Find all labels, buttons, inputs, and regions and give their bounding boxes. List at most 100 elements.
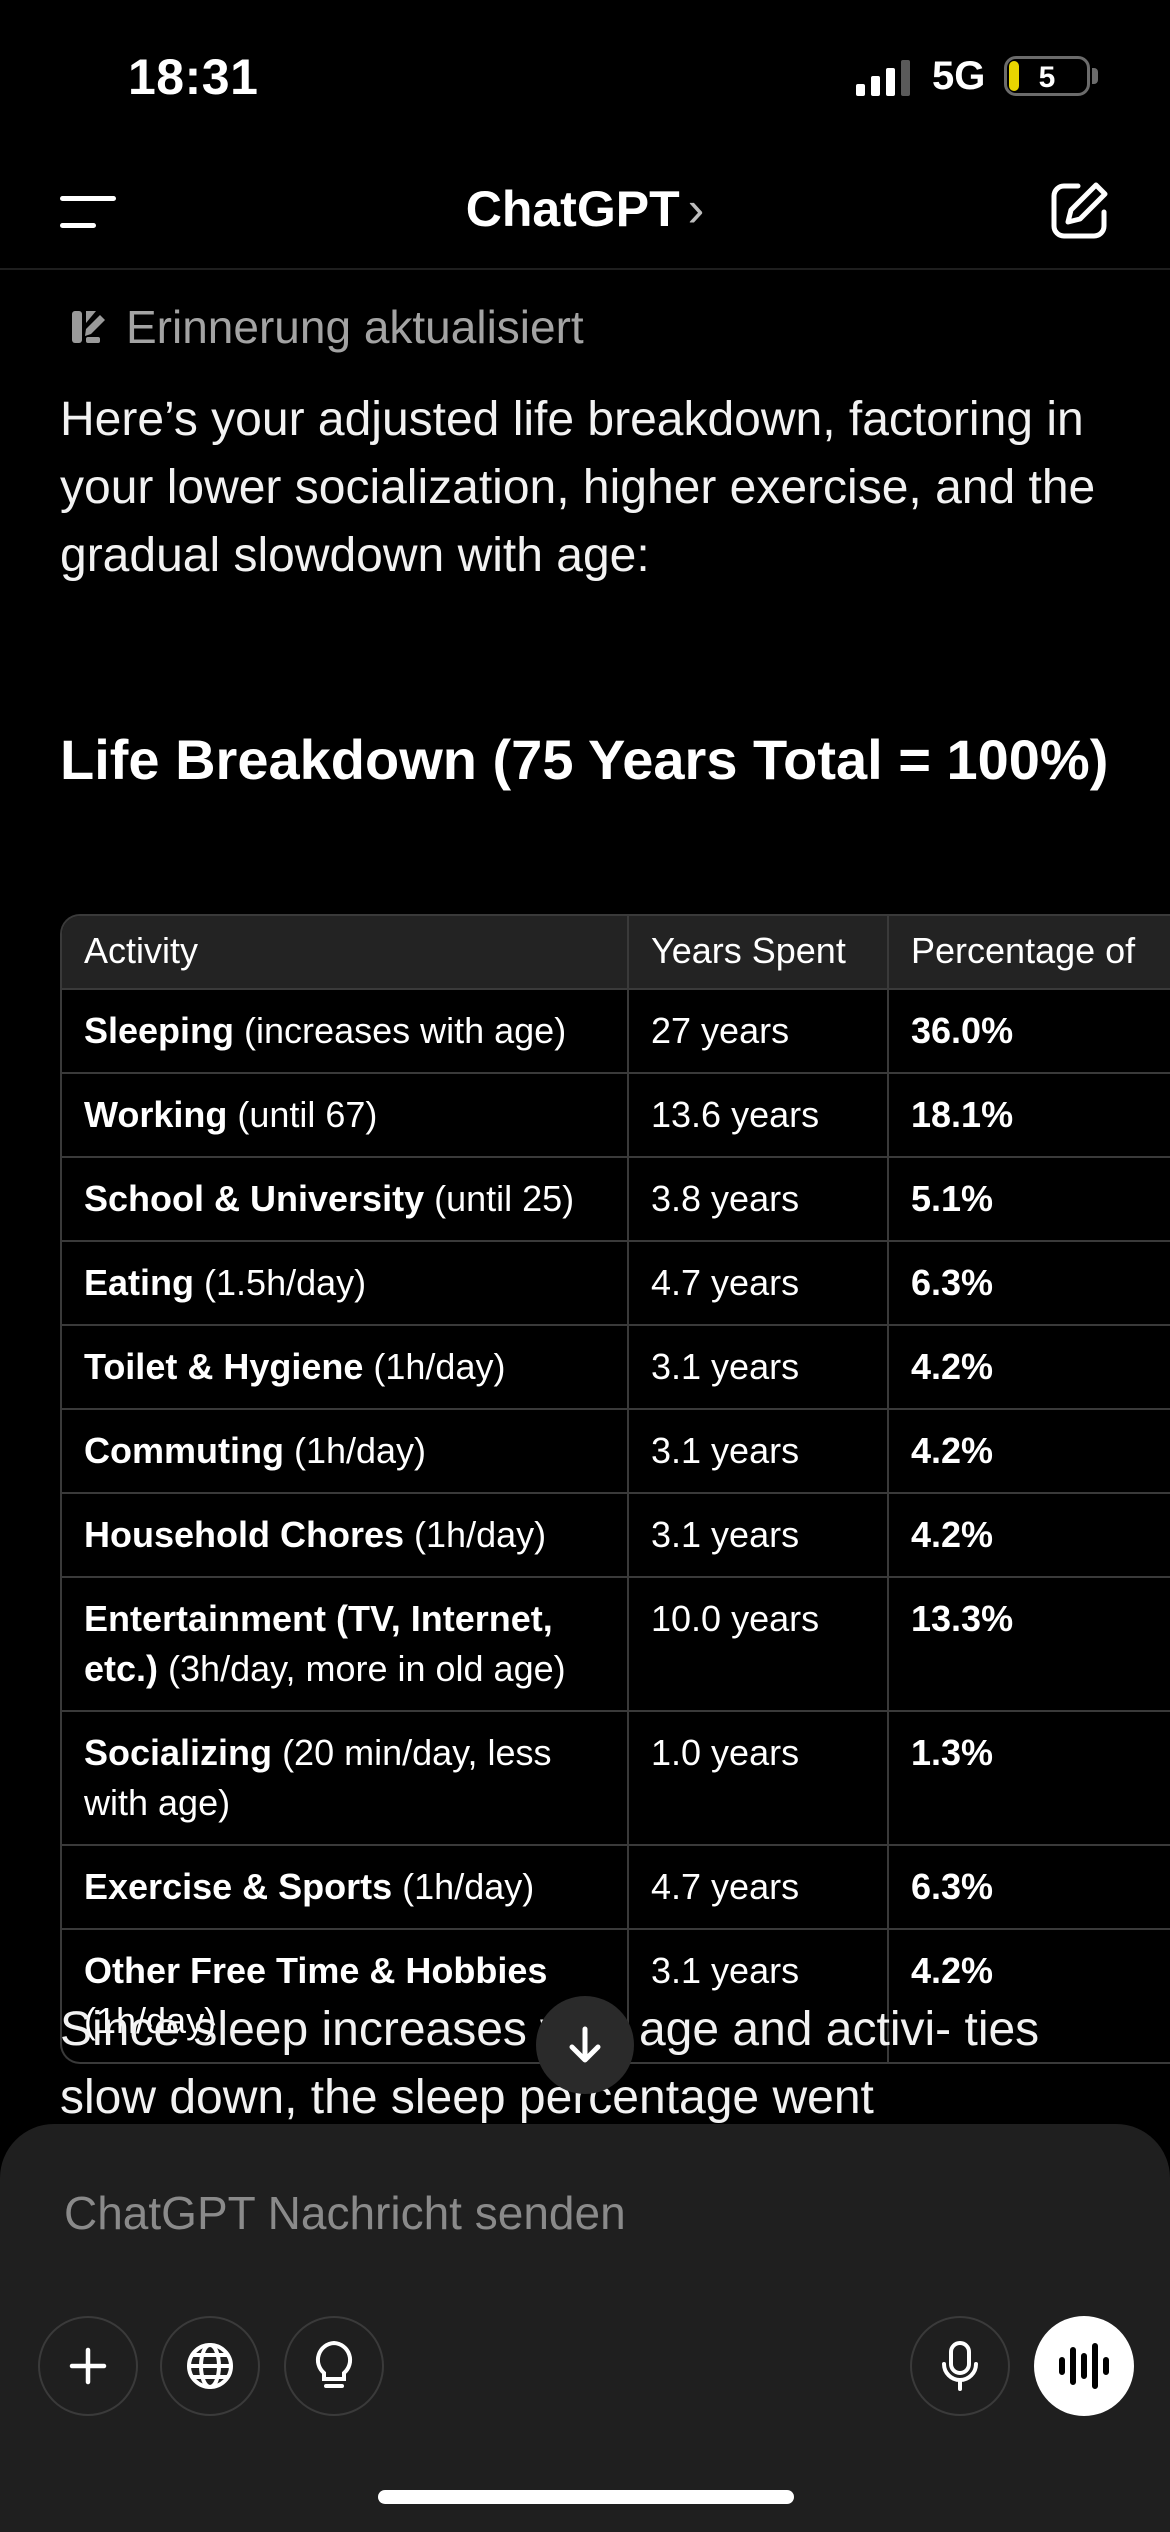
life-breakdown-table[interactable]: Activity Years Spent Percentage of Sleep… <box>60 914 1170 2064</box>
activity-note: (3h/day, more in old age) <box>168 1648 566 1689</box>
cell-activity: Toilet & Hygiene (1h/day) <box>62 1325 629 1410</box>
compose-icon[interactable] <box>1048 180 1110 242</box>
activity-note: (1h/day) <box>373 1346 506 1387</box>
activity-name: Socializing <box>84 1732 273 1773</box>
scroll-to-bottom-button[interactable] <box>536 1996 634 2094</box>
activity-note: (1h/day) <box>84 2000 217 2041</box>
cell-years: 3.1 years <box>628 1409 889 1494</box>
table-row: School & University (until 25) 3.8 years 5… <box>62 1157 1170 1242</box>
memory-icon <box>72 311 105 343</box>
voice-waveform-icon <box>1059 2343 1109 2389</box>
table-row: Household Chores (1h/day) 3.1 years 4.2% <box>62 1493 1170 1578</box>
cell-years: 3.1 years <box>628 1325 889 1410</box>
cell-years: 3.8 years <box>628 1157 889 1242</box>
activity-note: (1h/day) <box>293 1430 427 1471</box>
activity-name: Sleeping <box>84 1010 235 1051</box>
cell-percentage: 13.3% <box>888 1577 1170 1712</box>
table-header-row: Activity Years Spent Percentage of <box>62 916 1170 990</box>
plus-icon <box>69 2347 107 2385</box>
status-time: 18:31 <box>128 49 259 105</box>
table-row: Working (until 67) 13.6 years 18.1% <box>62 1073 1170 1158</box>
reason-button[interactable] <box>284 2316 384 2416</box>
cell-percentage: 5.1% <box>888 1157 1170 1242</box>
cell-percentage: 1.3% <box>888 1711 1170 1846</box>
battery-cap <box>1092 68 1098 84</box>
cell-years: 3.1 years <box>628 1929 889 2062</box>
home-indicator <box>378 2490 794 2504</box>
cell-percentage: 4.2% <box>888 1493 1170 1578</box>
cell-activity: Exercise & Sports (1h/day) <box>62 1845 629 1930</box>
activity-name: Other Free Time & Hobbies <box>84 1950 548 1991</box>
globe-icon <box>187 2343 233 2389</box>
cell-activity: Other Free Time & Hobbies (1h/day) <box>62 1929 629 2062</box>
activity-name: Commuting <box>84 1430 284 1471</box>
activity-name: School & University <box>84 1178 425 1219</box>
activity-note: (increases with age) <box>244 1010 567 1051</box>
network-type: 5G <box>932 54 986 98</box>
assistant-intro-text: Here’s your adjusted life breakdown, fac… <box>60 393 1096 582</box>
column-header-years: Years Spent <box>628 916 889 990</box>
cell-percentage: 4.2% <box>888 1325 1170 1410</box>
cell-activity: School & University (until 25) <box>62 1157 629 1242</box>
activity-name: Household Chores <box>84 1514 405 1555</box>
cell-years: 4.7 years <box>628 1241 889 1326</box>
chevron-right-icon: › <box>687 181 705 237</box>
cell-percentage: 6.3% <box>888 1241 1170 1326</box>
activity-note: (until 25) <box>434 1178 575 1219</box>
add-attachment-button[interactable] <box>38 2316 138 2416</box>
activity-name: Working <box>84 1094 228 1135</box>
cell-years: 4.7 years <box>628 1845 889 1930</box>
battery-icon: 5 <box>1004 56 1090 96</box>
cell-activity: Socializing (20 min/day, less with age) <box>62 1711 629 1846</box>
activity-name: Toilet & Hygiene <box>84 1346 364 1387</box>
voice-mode-button[interactable] <box>1034 2316 1134 2416</box>
top-nav: ChatGPT › <box>0 150 1170 270</box>
cell-activity: Working (until 67) <box>62 1073 629 1158</box>
activity-name: Exercise & Sports <box>84 1866 393 1907</box>
activity-note: (1h/day) <box>414 1514 547 1555</box>
lightbulb-icon <box>315 2340 353 2388</box>
cell-activity: Sleeping (increases with age) <box>62 989 629 1074</box>
cell-years: 10.0 years <box>628 1577 889 1712</box>
table-row: Toilet & Hygiene (1h/day) 3.1 years 4.2% <box>62 1325 1170 1410</box>
cell-years: 13.6 years <box>628 1073 889 1158</box>
memory-updated-notice[interactable]: Erinnerung aktualisiert <box>68 300 584 354</box>
cell-activity: Eating (1.5h/day) <box>62 1241 629 1326</box>
signal-icon <box>856 60 910 96</box>
cell-percentage: 6.3% <box>888 1845 1170 1930</box>
activity-note: (1.5h/day) <box>204 1262 367 1303</box>
table-row: Socializing (20 min/day, less with age) 1… <box>62 1711 1170 1846</box>
cell-years: 27 years <box>628 989 889 1074</box>
table-row: Other Free Time & Hobbies (1h/day) 3.1 ye… <box>62 1929 1170 2062</box>
table-row: Commuting (1h/day) 3.1 years 4.2% <box>62 1409 1170 1494</box>
status-bar: 18:31 5G 5 <box>0 0 1170 150</box>
mic-icon <box>942 2341 978 2391</box>
response-heading: Life Breakdown (75 Years Total = 100%) <box>60 728 1109 791</box>
activity-note: (1h/day) <box>402 1866 535 1907</box>
table-row: Sleeping (increases with age) 27 years 36.… <box>62 989 1170 1074</box>
menu-icon[interactable] <box>60 192 120 232</box>
cell-years: 1.0 years <box>628 1711 889 1846</box>
dictate-button[interactable] <box>910 2316 1010 2416</box>
activity-note: (20 min/day, less with age) <box>84 1732 552 1823</box>
web-search-button[interactable] <box>160 2316 260 2416</box>
model-selector[interactable]: ChatGPT › <box>0 180 1170 238</box>
cell-percentage: 4.2% <box>888 1409 1170 1494</box>
table-row: Eating (1.5h/day) 4.7 years 6.3% <box>62 1241 1170 1326</box>
memory-notice-text: Erinnerung aktualisiert <box>126 301 584 353</box>
battery-level: 5 <box>1038 61 1056 94</box>
message-composer: ChatGPT Nachricht senden <box>0 2124 1170 2532</box>
arrow-down-icon <box>569 2026 601 2063</box>
activity-note: (until 67) <box>237 1094 378 1135</box>
cell-percentage: 36.0% <box>888 989 1170 1074</box>
table-row: Entertainment (TV, Internet, etc.) (3h/d… <box>62 1577 1170 1712</box>
cell-percentage: 18.1% <box>888 1073 1170 1158</box>
activity-name: Eating <box>84 1262 195 1303</box>
column-header-activity: Activity <box>62 916 629 990</box>
nav-title-text: ChatGPT <box>465 181 680 237</box>
column-header-percentage: Percentage of <box>888 916 1170 990</box>
message-input[interactable]: ChatGPT Nachricht senden <box>64 2187 626 2239</box>
cell-years: 3.1 years <box>628 1493 889 1578</box>
cell-activity: Entertainment (TV, Internet, etc.) (3h/d… <box>62 1577 629 1712</box>
table-row: Exercise & Sports (1h/day) 4.7 years 6.3% <box>62 1845 1170 1930</box>
